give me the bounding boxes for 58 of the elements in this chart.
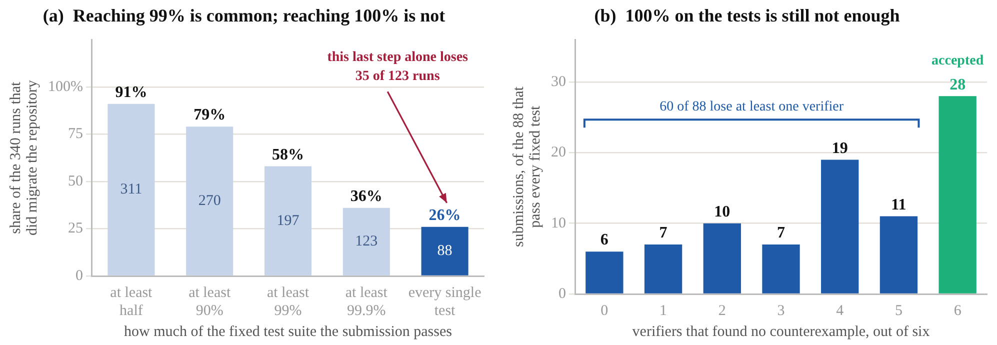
chart-title: (b) 100% on the tests is still not enough xyxy=(594,5,900,26)
bar xyxy=(938,96,976,294)
y-tick-label: 25 xyxy=(68,220,83,237)
data-label: 7 xyxy=(659,224,668,242)
bar xyxy=(421,226,468,276)
y-tick-label: 20 xyxy=(551,144,566,161)
data-label: 58% xyxy=(272,146,304,164)
x-tick-label: every single test xyxy=(408,284,482,319)
data-label: 36% xyxy=(350,188,382,206)
bar xyxy=(586,252,624,294)
data-label: 28 xyxy=(950,76,966,94)
x-tick-label: 0 xyxy=(600,302,608,319)
x-tick-label: 4 xyxy=(836,302,844,319)
data-label: 79% xyxy=(194,106,226,124)
x-tick-label: 3 xyxy=(777,302,785,319)
bar xyxy=(762,244,800,294)
bar xyxy=(644,244,682,294)
annotation: 197 xyxy=(276,212,300,229)
y-axis-title: share of the 340 runs that did migrate the repository xyxy=(8,80,41,236)
bar xyxy=(342,208,390,276)
y-tick-label: 10 xyxy=(551,215,566,232)
annotation: 88 xyxy=(437,243,452,260)
y-tick-label: 100% xyxy=(48,78,83,95)
x-tick-label: 1 xyxy=(660,302,668,319)
data-label: 19 xyxy=(832,140,848,157)
bar xyxy=(186,126,234,276)
annotation: this last step alone loses 35 of 123 runs xyxy=(327,50,469,84)
bar xyxy=(880,216,918,294)
annotation: 311 xyxy=(120,182,142,198)
data-label: 91% xyxy=(115,84,148,102)
annotation: 270 xyxy=(198,192,221,209)
x-tick-label: 5 xyxy=(894,302,902,319)
annotation: 60 of 88 lose at least one verifier xyxy=(660,99,844,114)
y-tick-label: 30 xyxy=(551,74,566,90)
annotation: accepted xyxy=(932,54,984,69)
y-tick-label: 0 xyxy=(75,268,83,284)
bar xyxy=(264,166,312,276)
y-tick-label: 50 xyxy=(68,173,83,190)
data-label: 7 xyxy=(777,224,785,242)
bar xyxy=(821,160,859,294)
y-axis-title: submissions, of the 88 that pass every fixed test xyxy=(511,86,544,248)
y-tick-label: 75 xyxy=(68,126,83,142)
x-tick-label: at least 99% xyxy=(266,284,310,319)
bar xyxy=(108,104,155,276)
x-tick-label: at least 99.9% xyxy=(345,284,388,319)
data-label: 10 xyxy=(714,203,730,220)
bar xyxy=(703,223,741,294)
x-tick-label: 6 xyxy=(954,302,962,319)
x-axis-title: how much of the fixed test suite the submission passes xyxy=(124,324,452,340)
data-label: 6 xyxy=(600,232,608,249)
data-label: 11 xyxy=(891,196,906,214)
x-tick-label: at least 90% xyxy=(188,284,232,319)
x-tick-label: at least half xyxy=(110,284,154,319)
chart-title: (a) Reaching 99% is common; reaching 100% is not xyxy=(42,5,446,26)
x-tick-label: 2 xyxy=(718,302,726,319)
data-label: 26% xyxy=(428,206,461,224)
x-axis-title: verifiers that found no counterexample, out of six xyxy=(632,324,930,340)
annotation: 123 xyxy=(355,234,378,250)
